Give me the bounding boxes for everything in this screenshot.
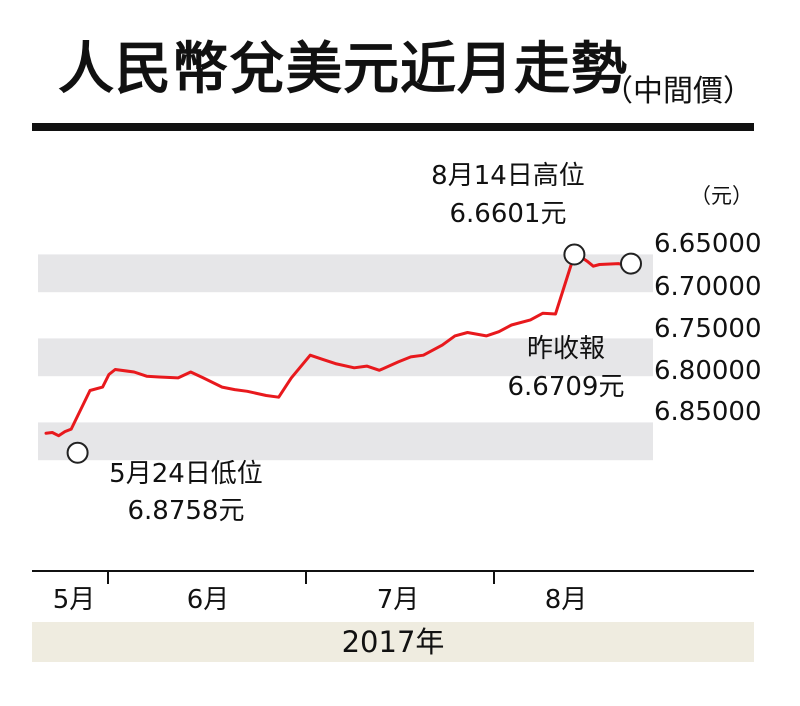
x-tick-label: 7月 xyxy=(377,585,420,615)
chart-subtitle: （中間價） xyxy=(603,74,753,109)
last-close-label: 昨收報 xyxy=(527,334,605,364)
x-axis-title: 2017年 xyxy=(341,625,445,659)
high-point-value: 6.6601元 xyxy=(450,199,567,229)
y-axis-unit: （元） xyxy=(690,184,753,208)
grid-band-2 xyxy=(38,338,653,377)
title-rule xyxy=(32,123,754,131)
last-close-value: 6.6709元 xyxy=(508,372,625,402)
chart-title: 人民幣兌美元近月走勢 xyxy=(58,36,628,102)
x-tick-label: 5月 xyxy=(53,585,96,615)
grid-band-3 xyxy=(38,422,653,461)
y-tick-label: 6.75000 xyxy=(654,314,762,344)
x-tick-label: 6月 xyxy=(187,585,230,615)
y-tick-label: 6.70000 xyxy=(654,272,762,302)
low-point-value: 6.8758元 xyxy=(128,496,245,526)
x-tick-label: 8月 xyxy=(545,585,588,615)
grid-band-1 xyxy=(38,254,653,293)
high-point-marker xyxy=(563,243,586,266)
y-tick-label: 6.85000 xyxy=(654,397,762,427)
series-line-0 xyxy=(44,253,633,438)
low-point-label: 5月24日低位 xyxy=(109,459,263,489)
low-point-marker xyxy=(66,441,89,464)
last-close-marker xyxy=(620,252,642,275)
year-band: 2017年 xyxy=(32,622,754,662)
high-point-label: 8月14日高位 xyxy=(431,161,585,191)
y-tick-label: 6.80000 xyxy=(654,356,762,386)
y-tick-label: 6.65000 xyxy=(654,229,762,259)
